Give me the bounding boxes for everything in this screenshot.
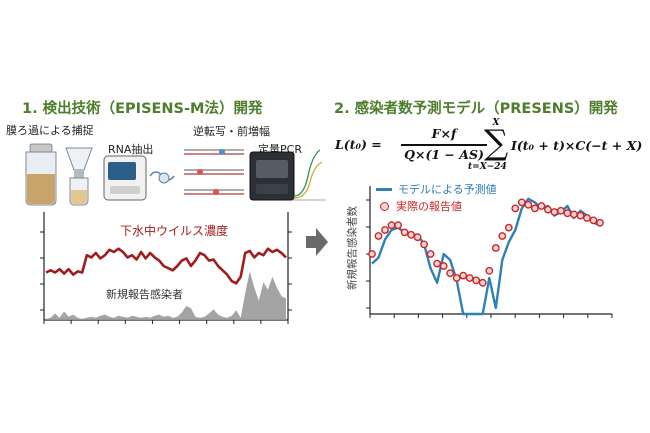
formula-summand: I(t₀ + t)×C(−t + X) <box>511 138 643 153</box>
actual-report-point <box>576 211 585 220</box>
wastewater-chart <box>40 212 292 324</box>
dna-strands-icon <box>184 149 244 195</box>
actual-report-point <box>387 221 396 230</box>
actual-report-point <box>543 205 552 214</box>
sum-lower-bound: t=X−24 <box>468 162 507 172</box>
actual-report-point <box>550 208 559 216</box>
filtration-funnel-icon <box>65 147 93 206</box>
actual-report-point <box>589 216 598 225</box>
cases-series-label: 新規報告感染者 <box>106 288 183 301</box>
formula-numerator: F×f <box>431 126 457 141</box>
actual-report-point <box>517 198 526 207</box>
legend-model-label: モデルによる予測値 <box>398 183 497 196</box>
virus-series-label: 下水中ウイルス濃度 <box>120 224 229 238</box>
right-chart-ylabel: 新規報告感染者数 <box>346 206 359 290</box>
step-label-rna-extraction: RNA抽出 <box>108 143 154 156</box>
step-label-filtration: 膜ろ過による捕捉 <box>6 124 94 137</box>
actual-report-point <box>478 278 487 287</box>
formula-lhs: L(t₀) = <box>335 137 382 152</box>
step-label-reverse-transcription: 逆転写・前増幅 <box>193 125 270 138</box>
actual-report-point <box>374 232 383 240</box>
legend-actual-marker <box>380 201 389 211</box>
actual-report-point <box>569 210 578 219</box>
right-heading: 2. 感染者数予測モデル（PRESENS）開発 <box>334 101 618 117</box>
actual-report-point <box>596 218 604 227</box>
qpcr-machine-icon <box>249 149 326 201</box>
actual-report-point <box>368 250 376 258</box>
actual-report-point <box>459 271 468 280</box>
actual-report-point <box>498 232 507 240</box>
actual-report-point <box>537 202 546 210</box>
right-arrow-icon <box>306 228 328 256</box>
actual-report-point <box>472 276 481 285</box>
virus-line <box>45 247 287 285</box>
cases-area <box>46 271 286 320</box>
actual-report-point <box>530 204 539 213</box>
process-illustrations <box>25 143 326 206</box>
legend-actual: 実際の報告値 <box>376 198 462 214</box>
left-heading: 1. 検出技術（EPISENS-M法）開発 <box>22 101 263 117</box>
legend-model: モデルによる予測値 <box>376 181 497 197</box>
actual-report-point <box>407 230 415 239</box>
actual-report-point <box>491 244 500 252</box>
formula-fraction-bar <box>401 144 487 146</box>
actual-report-point <box>524 200 533 209</box>
actual-report-point <box>452 274 461 282</box>
actual-report-point <box>485 266 494 275</box>
legend-actual-label: 実際の報告値 <box>396 200 462 213</box>
actual-report-point <box>394 221 402 230</box>
formula-denominator: Q×(1 − AS) <box>404 147 484 162</box>
sample-bottle-icon <box>25 143 57 206</box>
actual-report-point <box>426 250 435 258</box>
actual-report-point <box>465 274 474 282</box>
actual-report-point <box>439 262 448 270</box>
actual-report-point <box>420 240 428 249</box>
actual-report-point <box>400 228 409 237</box>
prediction-chart <box>366 186 613 318</box>
actual-report-point <box>381 226 389 234</box>
actual-report-point <box>433 259 442 268</box>
sum-upper-bound: X <box>492 118 500 128</box>
actual-report-point <box>563 209 572 218</box>
actual-report-point <box>583 214 591 222</box>
legend-model-swatch <box>376 187 392 191</box>
rna-extractor-icon <box>103 155 175 201</box>
actual-report-point <box>446 269 455 278</box>
actual-report-point <box>413 233 422 242</box>
actual-report-point <box>504 223 513 232</box>
summation-icon: ∑ <box>484 123 509 163</box>
actual-report-point <box>511 204 520 213</box>
actual-report-point <box>556 206 565 215</box>
